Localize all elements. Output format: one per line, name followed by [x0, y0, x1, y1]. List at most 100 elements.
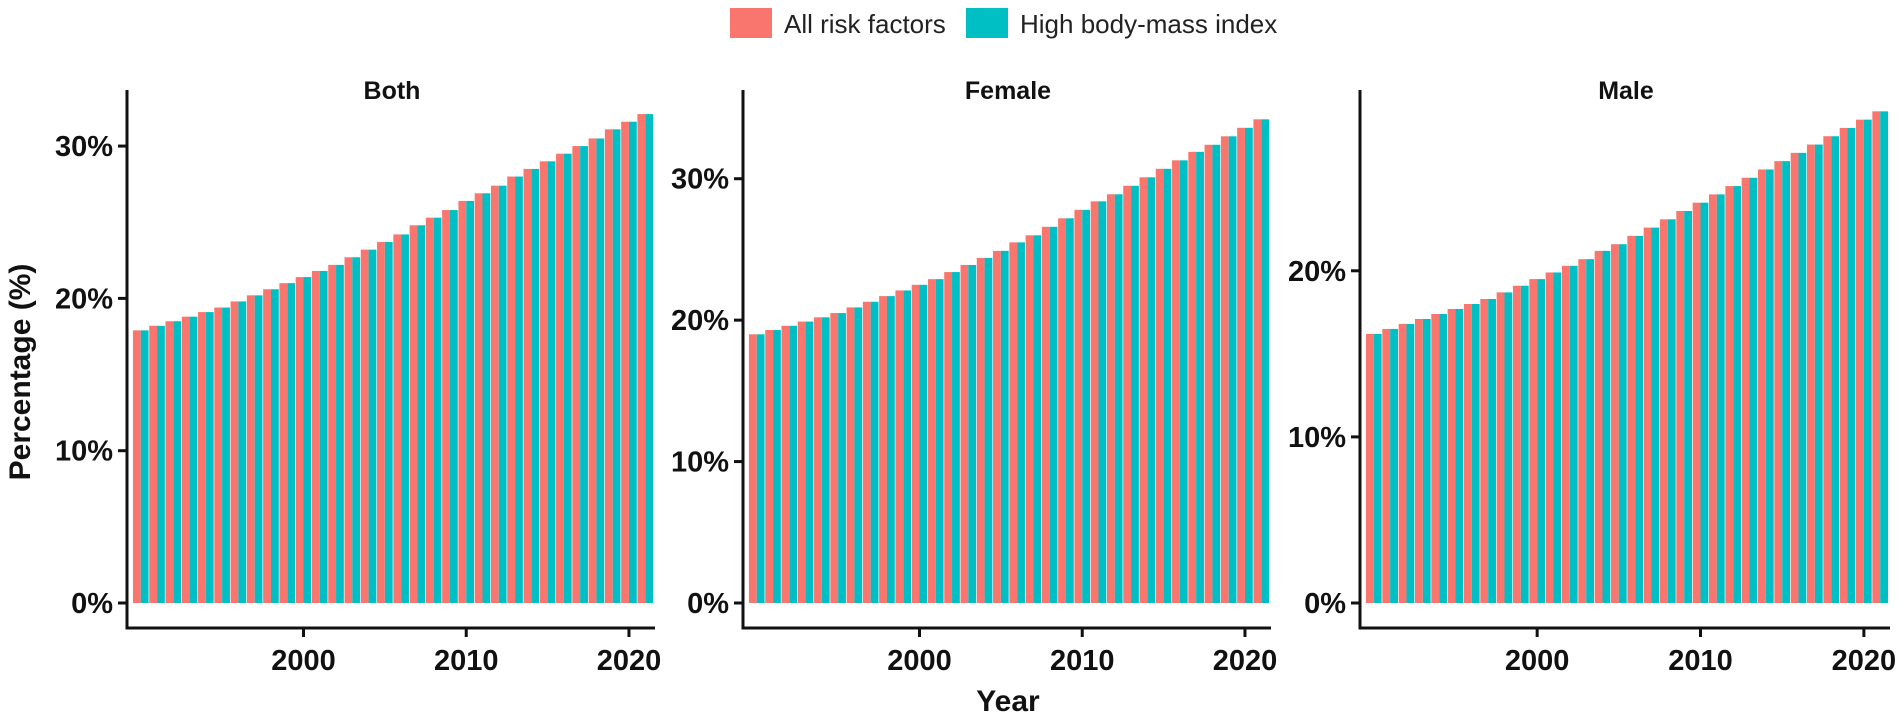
x-tick-label: 2000: [271, 645, 336, 677]
bar-high-bmi-2005: [1618, 244, 1627, 603]
bar-high-bmi-2017: [1196, 151, 1204, 603]
bar-high-bmi-1991: [773, 330, 781, 603]
bar-all-risk-factors-1991: [149, 325, 158, 603]
bar-high-bmi-2020: [628, 121, 637, 604]
y-axis-title: Percentage (%): [4, 264, 37, 481]
bar-all-risk-factors-2008: [425, 217, 434, 603]
bar-high-bmi-1994: [205, 312, 214, 603]
bar-all-risk-factors-1993: [797, 321, 806, 603]
bar-high-bmi-1995: [222, 307, 230, 603]
bar-all-risk-factors-2019: [1220, 136, 1229, 604]
bar-high-bmi-2019: [1847, 127, 1856, 604]
bar-high-bmi-2008: [1049, 226, 1058, 604]
bar-high-bmi-2013: [515, 176, 523, 604]
bar-all-risk-factors-2006: [1009, 242, 1018, 604]
bar-all-risk-factors-2002: [328, 264, 337, 603]
bar-high-bmi-2017: [580, 146, 588, 603]
x-axis-title: Year: [976, 685, 1040, 718]
bar-all-risk-factors-2021: [1253, 119, 1262, 603]
bar-all-risk-factors-1999: [895, 290, 904, 603]
bar-high-bmi-2006: [401, 234, 409, 604]
bar-all-risk-factors-1993: [1414, 318, 1423, 603]
bar-all-risk-factors-1997: [1480, 299, 1489, 603]
bar-all-risk-factors-1999: [1512, 285, 1521, 603]
bar-high-bmi-2016: [563, 153, 572, 603]
bar-high-bmi-1993: [805, 321, 814, 603]
bar-all-risk-factors-2019: [604, 129, 613, 603]
bar-all-risk-factors-1996: [846, 307, 855, 603]
bar-high-bmi-2005: [384, 242, 393, 603]
bar-high-bmi-2010: [1082, 209, 1091, 603]
bar-all-risk-factors-2017: [1188, 151, 1197, 603]
bar-all-risk-factors-2015: [1155, 168, 1164, 603]
bar-high-bmi-2004: [984, 257, 993, 603]
bar-all-risk-factors-2013: [1123, 185, 1132, 604]
bar-all-risk-factors-2019: [1839, 127, 1848, 604]
bar-all-risk-factors-2005: [993, 250, 1001, 603]
bar-all-risk-factors-1995: [214, 307, 223, 603]
bar-all-risk-factors-2000: [295, 277, 304, 603]
y-tick-label: 10%: [671, 447, 729, 479]
bar-all-risk-factors-2007: [1643, 227, 1652, 603]
y-tick-label: 30%: [671, 164, 729, 196]
bar-all-risk-factors-1993: [181, 316, 190, 603]
bar-all-risk-factors-2009: [1058, 218, 1066, 603]
panel-both: Both 0% 10% 20% 30% 2000 2010 2020: [55, 77, 661, 677]
x-tick-label: 2000: [1505, 645, 1570, 677]
bar-high-bmi-1994: [1439, 313, 1447, 603]
x-tick-label: 2020: [1213, 645, 1278, 677]
bar-high-bmi-2000: [919, 284, 928, 603]
bar-all-risk-factors-2014: [523, 168, 532, 604]
bar-all-risk-factors-2016: [556, 153, 564, 603]
y-tick-label: 10%: [55, 436, 113, 468]
bar-high-bmi-1995: [1455, 308, 1464, 603]
bar-high-bmi-1997: [254, 295, 263, 603]
bar-all-risk-factors-1994: [814, 317, 822, 603]
bar-all-risk-factors-1992: [165, 321, 174, 603]
bar-all-risk-factors-2013: [507, 176, 516, 604]
bar-high-bmi-2011: [1716, 194, 1725, 603]
bar-high-bmi-2006: [1635, 235, 1644, 603]
bar-all-risk-factors-2005: [1610, 244, 1619, 603]
x-tick-label: 2010: [434, 645, 499, 677]
bar-high-bmi-2019: [1228, 136, 1237, 604]
bar-high-bmi-2002: [952, 272, 960, 603]
bar-all-risk-factors-2020: [621, 121, 629, 604]
bar-high-bmi-2007: [1651, 227, 1660, 603]
bar-all-risk-factors-2010: [1074, 209, 1083, 603]
bar-all-risk-factors-1991: [765, 330, 774, 603]
bar-all-risk-factors-1992: [1398, 323, 1407, 603]
bar-all-risk-factors-2006: [393, 234, 402, 604]
bar-high-bmi-2015: [1782, 161, 1791, 603]
bar-high-bmi-2010: [466, 200, 475, 603]
y-tick-label: 30%: [55, 131, 113, 163]
bar-all-risk-factors-2001: [1545, 272, 1554, 603]
bar-all-risk-factors-2016: [1790, 152, 1799, 603]
bar-high-bmi-1992: [173, 321, 182, 603]
bar-all-risk-factors-2017: [572, 146, 581, 603]
bar-high-bmi-1991: [1390, 328, 1398, 603]
panel-title: Male: [1598, 77, 1654, 105]
y-tick-label: 10%: [1288, 422, 1346, 454]
bar-high-bmi-2000: [303, 277, 312, 603]
bar-high-bmi-1999: [903, 290, 912, 603]
bar-all-risk-factors-2000: [911, 284, 920, 603]
bar-all-risk-factors-2011: [1090, 201, 1099, 603]
bar-all-risk-factors-2014: [1139, 177, 1148, 604]
bar-high-bmi-1994: [821, 317, 830, 603]
legend-label-all-risk-factors: All risk factors: [784, 9, 946, 39]
bar-high-bmi-2018: [1212, 144, 1221, 603]
bar-high-bmi-1999: [1520, 285, 1529, 603]
bar-high-bmi-1999: [287, 283, 296, 603]
bar-all-risk-factors-2015: [1774, 161, 1783, 603]
bar-high-bmi-2012: [1114, 194, 1123, 603]
bar-high-bmi-2012: [498, 185, 507, 603]
bar-high-bmi-2010: [1700, 202, 1709, 603]
bar-all-risk-factors-2020: [1237, 127, 1245, 604]
bar-all-risk-factors-1991: [1382, 328, 1391, 603]
facet-panels: Both 0% 10% 20% 30% 2000 2010 2020 Female 0% 10% 20…: [55, 77, 1896, 677]
bar-high-bmi-1991: [157, 325, 165, 603]
bar-all-risk-factors-1997: [862, 301, 871, 603]
bar-high-bmi-2013: [1131, 185, 1139, 604]
